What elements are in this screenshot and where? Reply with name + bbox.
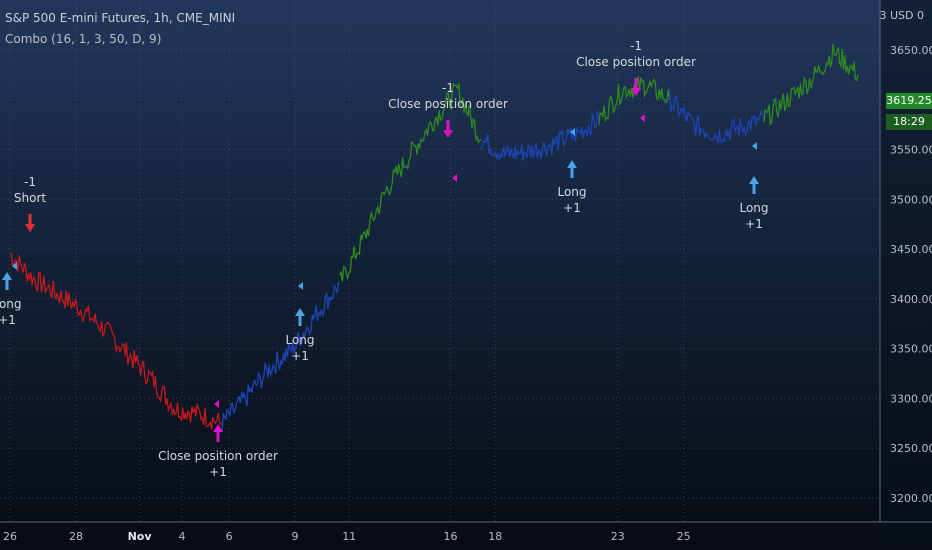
signal-triangle-icon [570, 128, 575, 136]
y-tick-label: 3500.00 [890, 193, 932, 206]
current-price-badge: 3619.25 [886, 93, 932, 109]
arrow-up-icon [213, 424, 223, 442]
chart-title: S&P 500 E-mini Futures, 1h, CME_MINI [5, 11, 236, 25]
order-annotation-close: Close position order +1 [158, 424, 278, 479]
grid-lines [0, 0, 880, 522]
x-tick-label: 25 [677, 530, 691, 543]
order-annotation-close: -1 Close position order [576, 39, 696, 96]
annotation-quantity: +1 [209, 465, 227, 479]
y-tick-label: 3250.00 [890, 442, 932, 455]
annotation-label: Long [557, 185, 586, 199]
annotation-quantity: +1 [0, 313, 16, 327]
signal-triangle-icon [452, 174, 457, 182]
arrow-down-icon [443, 120, 453, 138]
annotation-label: Close position order [158, 449, 278, 463]
price-axis-panel [880, 0, 932, 550]
price-series-up [598, 76, 671, 126]
x-tick-label: 4 [178, 530, 185, 543]
annotation-label: Short [14, 191, 46, 205]
arrow-down-icon [631, 78, 641, 96]
y-tick-label: 3200.00 [890, 492, 932, 505]
order-annotation-close: -1 Close position order [388, 81, 508, 138]
annotation-quantity: +1 [745, 217, 763, 231]
annotation-quantity: -1 [24, 175, 36, 189]
price-series-up [339, 82, 482, 282]
annotation-label: Close position order [388, 97, 508, 111]
order-annotation-long: Long +1 [557, 160, 587, 215]
x-tick-label: 28 [69, 530, 83, 543]
annotation-label: Long [739, 201, 768, 215]
study-label[interactable]: Combo (16, 1, 3, 50, D, 9) [5, 32, 162, 46]
signal-triangle-icon [12, 262, 17, 270]
signal-triangle-icon [298, 282, 303, 290]
signal-triangle-icon [640, 114, 645, 122]
arrow-down-icon [25, 214, 35, 232]
price-series-neutral [668, 89, 765, 144]
price-series-down [9, 253, 223, 430]
y-tick-label: 3300.00 [890, 392, 932, 405]
arrow-up-icon [749, 176, 759, 194]
annotation-label: Long [0, 297, 22, 311]
annotation-label: Close position order [576, 55, 696, 69]
x-tick-label: 9 [292, 530, 299, 543]
scale-mode-label[interactable]: 3 USD 0 [879, 9, 925, 22]
arrow-up-icon [295, 308, 305, 326]
arrow-up-icon [567, 160, 577, 178]
order-annotation-long: Long +1 [0, 272, 22, 327]
bar-countdown-badge: 18:29 [886, 114, 932, 130]
order-annotation-long: Long +1 [285, 308, 315, 363]
y-tick-label: 3650.00 [890, 44, 932, 57]
x-tick-label: 16 [443, 530, 457, 543]
annotation-quantity: +1 [291, 349, 309, 363]
price-series-neutral [480, 110, 600, 161]
y-tick-label: 3350.00 [890, 343, 932, 356]
x-tick-label: Nov [128, 530, 153, 543]
annotation-quantity: -1 [442, 81, 454, 95]
price-series-neutral [221, 281, 341, 432]
x-tick-label: 26 [3, 530, 17, 543]
price-series-up [763, 43, 859, 126]
annotation-label: Long [285, 333, 314, 347]
signal-triangle-icon [214, 400, 219, 408]
annotation-quantity: +1 [563, 201, 581, 215]
x-tick-label: 11 [342, 530, 356, 543]
order-annotation-long: Long +1 [739, 176, 769, 231]
x-tick-label: 6 [226, 530, 233, 543]
annotation-quantity: -1 [630, 39, 642, 53]
y-tick-label: 3550.00 [890, 143, 932, 156]
y-tick-label: 3400.00 [890, 293, 932, 306]
x-tick-label: 18 [488, 530, 502, 543]
x-tick-label: 23 [611, 530, 625, 543]
signal-triangle-icon [752, 142, 757, 150]
order-annotation-short: -1 Short [14, 175, 46, 232]
arrow-up-icon [2, 272, 12, 290]
y-tick-label: 3450.00 [890, 243, 932, 256]
